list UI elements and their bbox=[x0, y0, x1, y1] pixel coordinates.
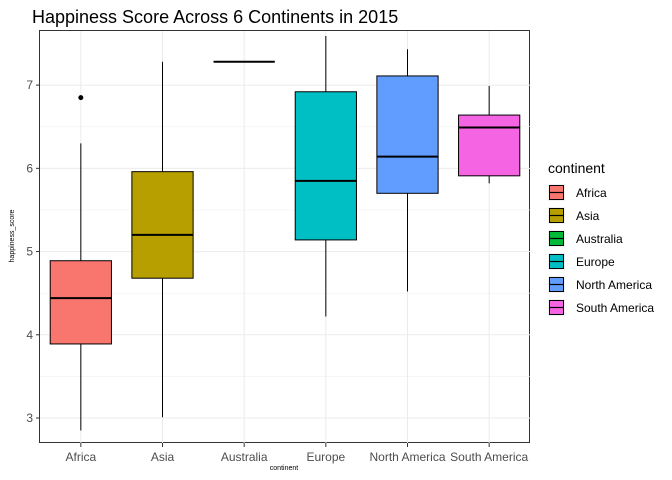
x-tick-label: Australia bbox=[221, 450, 268, 464]
legend: continent Africa Asia Australia Europe North… bbox=[548, 160, 654, 316]
box-africa bbox=[49, 95, 112, 431]
legend-item-north-america: North America bbox=[548, 276, 652, 293]
box-north-america bbox=[376, 49, 439, 292]
legend-label: Africa bbox=[576, 186, 607, 200]
iqr-box bbox=[376, 75, 439, 194]
x-tick-label: Asia bbox=[151, 450, 175, 464]
outlier-point bbox=[78, 95, 84, 101]
legend-label: Asia bbox=[576, 209, 600, 223]
boxes bbox=[49, 35, 521, 431]
x-axis-title: continent bbox=[270, 465, 298, 472]
iqr-box bbox=[458, 114, 521, 177]
x-tick-label: South America bbox=[450, 450, 528, 464]
y-axis-title: happiness_score bbox=[9, 209, 16, 262]
iqr-box bbox=[49, 260, 112, 345]
iqr-box bbox=[131, 171, 194, 279]
chart-title: Happiness Score Across 6 Continents in 2… bbox=[32, 7, 398, 27]
legend-label: Europe bbox=[576, 255, 615, 269]
legend-title: continent bbox=[548, 160, 605, 176]
box-europe bbox=[294, 35, 357, 317]
axis-ticks: 3 4 5 6 7 Africa Asia Australia Europe North Amer… bbox=[26, 78, 528, 464]
x-tick-label: Africa bbox=[65, 450, 96, 464]
legend-item-asia: Asia bbox=[548, 207, 600, 224]
y-tick-label: 4 bbox=[26, 328, 33, 342]
legend-item-africa: Africa bbox=[548, 184, 607, 201]
x-tick-label: Europe bbox=[306, 450, 345, 464]
y-tick-label: 3 bbox=[26, 411, 33, 425]
legend-label: Australia bbox=[576, 232, 623, 246]
legend-item-south-america: South America bbox=[548, 299, 654, 316]
plot-panel bbox=[39, 30, 530, 443]
y-tick-label: 5 bbox=[26, 245, 33, 259]
y-tick-label: 7 bbox=[26, 78, 33, 92]
legend-label: North America bbox=[576, 278, 652, 292]
box-south-america bbox=[458, 85, 521, 184]
legend-item-europe: Europe bbox=[548, 253, 615, 270]
box-asia bbox=[131, 61, 194, 418]
legend-label: South America bbox=[576, 301, 654, 315]
legend-item-australia: Australia bbox=[548, 230, 623, 247]
x-tick-label: North America bbox=[369, 450, 445, 464]
iqr-box bbox=[294, 91, 357, 241]
y-tick-label: 6 bbox=[26, 161, 33, 175]
